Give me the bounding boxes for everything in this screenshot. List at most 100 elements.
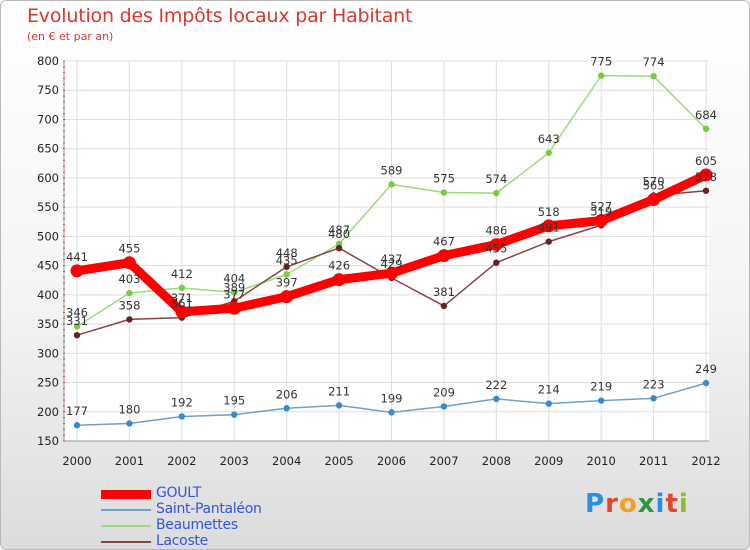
plot-area [64,61,709,441]
data-label: 486 [485,224,507,238]
data-label: 389 [223,280,245,294]
data-label: 199 [381,391,403,405]
y-tick-label: 150 [37,434,59,448]
data-label: 412 [171,267,193,281]
data-label: 563 [643,179,665,193]
legend-swatch [101,541,151,543]
data-point [597,72,605,79]
data-point [126,316,133,323]
legend-swatch [101,509,151,511]
data-label: 519 [590,204,612,218]
data-label: 397 [276,276,298,290]
x-tick-label: 2010 [587,454,616,468]
data-label: 487 [328,223,350,237]
data-point [178,413,186,420]
y-tick-label: 550 [37,200,59,214]
logo-letter: t [665,489,679,519]
y-tick-label: 200 [37,405,59,419]
data-point [440,189,448,196]
x-tick-label: 2002 [167,454,196,468]
y-tick-label: 600 [37,171,59,185]
data-label: 467 [433,235,455,249]
data-point [440,302,448,310]
data-label: 605 [695,154,717,168]
data-label: 219 [590,380,612,394]
data-label: 527 [590,200,612,214]
data-label: 180 [118,402,140,416]
data-point [283,263,290,270]
data-label: 371 [171,291,193,305]
data-point [73,331,81,339]
data-label: 437 [381,252,403,266]
x-tick-label: 2007 [429,454,458,468]
legend-item: Beaumettes [101,517,351,534]
data-point [231,411,238,418]
data-point [227,301,241,315]
data-label: 643 [538,132,560,146]
logo-letter: o [618,489,638,519]
data-point [283,271,290,278]
y-tick-label: 250 [37,376,59,390]
data-label: 575 [433,172,455,186]
legend-label: GOULT [156,485,202,501]
legend: GOULT Saint-Pantaléon Beaumettes Lacoste [101,485,351,549]
data-label: 381 [433,285,455,299]
data-label: 192 [171,395,193,409]
legend-label: Lacoste [156,533,208,549]
logo-letter: r [605,489,619,519]
data-label: 404 [223,272,245,286]
data-point [493,189,500,197]
data-label: 774 [643,55,665,69]
data-point [647,193,661,207]
data-label: 435 [276,253,298,267]
data-point [493,395,500,403]
data-point [542,219,556,233]
legend-item: Lacoste [101,533,351,549]
data-point [73,422,81,429]
data-label: 455 [485,242,507,256]
data-label: 574 [485,172,507,186]
data-label: 518 [538,205,560,219]
data-label: 429 [381,257,403,271]
data-label: 426 [328,259,350,273]
legend-item: GOULT [101,485,351,502]
data-label: 361 [171,297,193,311]
data-point [126,289,133,297]
data-label: 346 [66,305,88,319]
logo-letter: i [678,489,689,519]
data-point [178,284,186,292]
data-point [489,238,503,252]
data-label: 570 [643,174,665,188]
data-point [73,323,81,330]
logo-letter: i [655,489,666,519]
y-tick-label: 800 [37,54,59,68]
data-point [702,379,710,387]
data-point [597,397,605,404]
data-point [440,403,448,410]
data-point [650,395,657,402]
chart-subtitle: (en € et par an) [27,30,114,43]
y-tick-label: 650 [37,142,59,156]
x-tick-label: 2005 [324,454,353,468]
x-tick-label: 2006 [377,454,406,468]
data-point [493,259,500,266]
x-tick-label: 2003 [220,454,249,468]
data-label: 448 [276,246,298,260]
data-point [280,290,294,304]
data-label: 455 [118,242,140,256]
data-point [335,244,343,252]
data-label: 223 [643,377,665,391]
data-label: 249 [695,362,717,376]
data-label: 177 [66,404,88,418]
data-label: 775 [590,55,612,69]
data-point [699,168,713,182]
data-point [545,400,552,407]
data-point [388,181,395,188]
data-point [594,214,608,228]
legend-label: Beaumettes [156,517,238,533]
logo-letter: x [637,489,656,519]
legend-item: Saint-Pantaléon [101,501,351,518]
logo-letter: P [585,489,606,519]
